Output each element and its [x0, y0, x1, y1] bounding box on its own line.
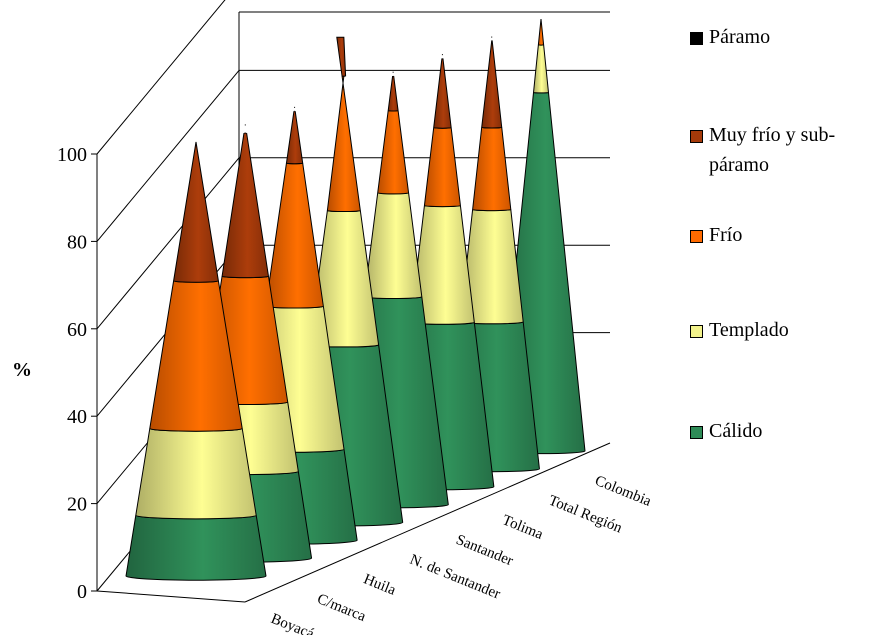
x-tick-label: Tolima [500, 512, 546, 543]
legend-swatch-muy-frio [690, 130, 703, 143]
legend-item-templado: Templado [690, 315, 875, 345]
legend-item-frio: Frío [690, 220, 875, 250]
y-tick-label: 20 [67, 494, 87, 516]
cone-segment [433, 57, 452, 129]
gridline-side [96, 157, 240, 330]
y-axis-label: % [12, 359, 32, 381]
cone-segment [533, 44, 549, 94]
legend-label-templado: Templado [709, 319, 789, 341]
cone-segment [363, 192, 423, 300]
cone-series [125, 18, 586, 581]
legend-item-paramo: Páramo [690, 22, 875, 52]
gridline-side [96, 0, 226, 155]
y-tick-label: 40 [67, 406, 87, 428]
cone-segment [285, 109, 304, 165]
x-tick-label: Colombia [593, 473, 654, 510]
y-tick-label: 0 [77, 581, 87, 603]
legend-swatch-frio [690, 230, 703, 243]
cone-segment [472, 126, 512, 212]
cone-segment [336, 36, 347, 77]
x-tick-label: Boyacá [269, 611, 317, 635]
legend-label-calido: Cálido [709, 420, 763, 442]
cone-segment [423, 127, 461, 208]
legend-swatch-templado [690, 325, 703, 338]
x-tick-label: C/marca [315, 591, 368, 625]
y-axis-ticks: 0 20 40 60 80 100 [57, 144, 97, 603]
cone-segment [173, 141, 219, 283]
floor-front-edge [96, 590, 246, 603]
cone-segment [537, 18, 545, 46]
y-tick-label: 60 [67, 319, 87, 341]
legend-label-paramo: Páramo [709, 26, 771, 48]
cone-segment [326, 75, 361, 213]
x-tick-label: Total Región [546, 493, 624, 537]
cone-segment [125, 514, 267, 581]
legend-label-frio: Frío [709, 224, 743, 246]
y-tick-label: 100 [57, 144, 87, 166]
legend-item-muy-frio: Muy frío y sub-páramo [690, 120, 875, 180]
legend-item-calido: Cálido [690, 416, 875, 446]
cone-segment [481, 40, 503, 129]
cone-segment [221, 132, 269, 279]
y-tick-label: 80 [67, 231, 87, 253]
legend-swatch-calido [690, 426, 703, 439]
x-axis-line [244, 442, 611, 603]
legend-label-muy-frio: Muy frío y sub-páramo [709, 124, 836, 176]
cone-segment [265, 162, 324, 309]
cone-segment [377, 110, 410, 195]
legend-swatch-paramo [690, 32, 703, 45]
gridline-side [96, 70, 240, 242]
cone-segment [135, 427, 257, 520]
x-tick-label: Huila [361, 571, 398, 598]
cone-boyac- [125, 141, 267, 581]
x-tick-label: Santander [454, 532, 516, 569]
cone-segment [387, 75, 399, 112]
